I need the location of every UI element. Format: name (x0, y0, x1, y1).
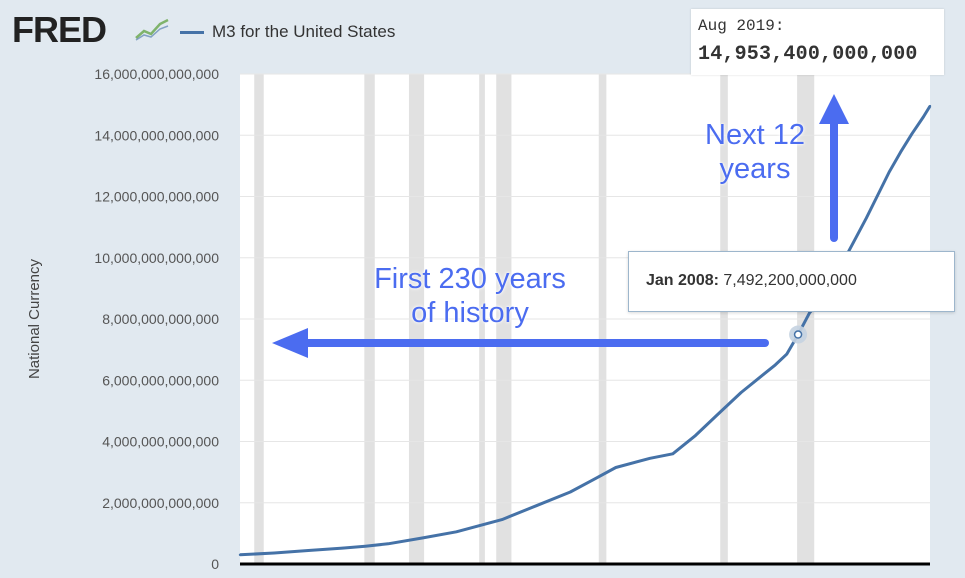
data-point (762, 372, 766, 376)
y-tick-label: 0 (211, 556, 219, 572)
y-tick-label: 12,000,000,000,000 (94, 189, 219, 205)
data-point (887, 170, 891, 174)
annotation-left-line-1: First 230 years (374, 263, 566, 295)
up-arrow-head (819, 94, 849, 124)
data-point (694, 434, 697, 437)
legend-label[interactable]: M3 for the United States (212, 22, 396, 41)
data-point (648, 457, 652, 460)
y-tick-label: 14,000,000,000,000 (94, 127, 219, 143)
annotation-left-line-2: of history (411, 297, 529, 329)
readout-value: 14,953,400,000,000 (698, 43, 918, 66)
data-point (307, 549, 310, 552)
data-point (865, 216, 868, 220)
data-point (671, 452, 674, 455)
annotation-arrows (272, 94, 849, 358)
data-point (922, 115, 925, 119)
data-point (614, 466, 618, 469)
tooltip-text: Jan 2008: 7,492,200,000,000 (646, 272, 857, 290)
y-tick-label: 16,000,000,000,000 (94, 66, 219, 82)
data-point (785, 353, 788, 356)
data-point (899, 150, 902, 154)
line-graph-icon (135, 18, 169, 41)
hover-tooltip: Jan 2008: 7,492,200,000,000 (628, 251, 955, 312)
data-point (421, 536, 424, 540)
annotation-right-line-1: Next 12 (705, 119, 805, 151)
y-tick-label: 6,000,000,000,000 (102, 372, 219, 388)
highlight-point (793, 330, 803, 339)
y-tick-label: 4,000,000,000,000 (102, 434, 219, 450)
left-arrow-head (272, 328, 308, 358)
data-point (808, 311, 811, 315)
data-point (717, 412, 720, 416)
data-point (477, 524, 481, 527)
fred-logo[interactable]: FRED (12, 9, 107, 50)
data-point (386, 542, 390, 545)
y-tick-label: 8,000,000,000,000 (102, 311, 219, 327)
y-axis-title: National Currency (26, 258, 43, 379)
y-tick-label: 10,000,000,000,000 (94, 250, 219, 266)
data-point (591, 478, 595, 481)
annotation-next-12-years: Next 12 years (690, 118, 820, 186)
tooltip-value: 7,492,200,000,000 (723, 272, 857, 289)
data-point (739, 391, 743, 394)
chart-header: FRED M3 for the United States (0, 0, 965, 62)
data-point (364, 545, 367, 548)
data-point (534, 504, 538, 508)
data-point (774, 363, 777, 367)
value-readout: Aug 2019: 14,953,400,000,000 (691, 9, 944, 75)
data-point (455, 530, 458, 534)
data-point (569, 490, 572, 494)
tooltip-date: Jan 2008: (646, 272, 719, 289)
legend-swatch (180, 31, 204, 34)
data-point (500, 518, 504, 521)
annotation-first-230-years: First 230 years of history (330, 262, 610, 330)
y-axis: 0 2,000,000,000,000 4,000,000,000,000 6,000… (94, 66, 219, 572)
annotation-right-line-2: years (719, 153, 791, 185)
data-point (238, 553, 242, 557)
data-point (853, 238, 857, 241)
data-point (272, 551, 276, 555)
data-point (876, 193, 879, 197)
data-point (341, 546, 344, 550)
data-point (928, 104, 932, 108)
data-point (910, 132, 914, 135)
readout-date: Aug 2019: (698, 17, 785, 35)
y-tick-label: 2,000,000,000,000 (102, 495, 219, 511)
